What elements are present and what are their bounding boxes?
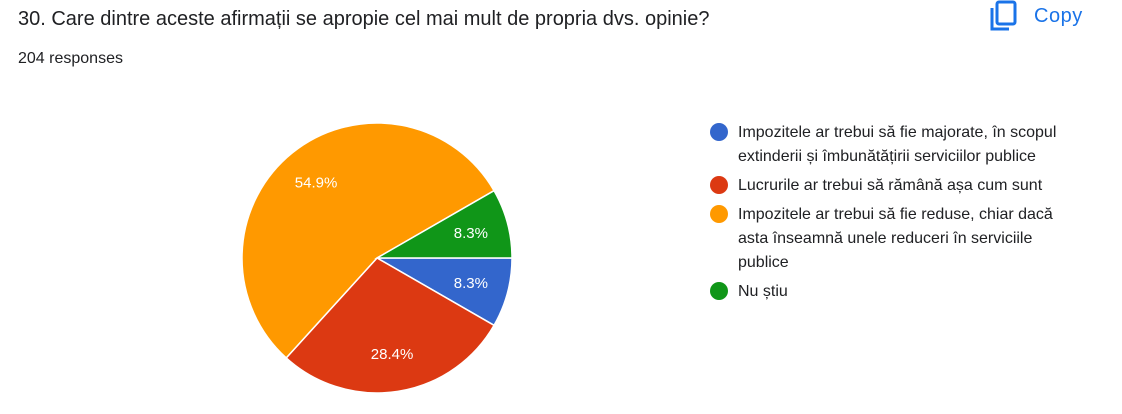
legend-swatch (710, 282, 728, 300)
slice-label-3: 54.9% (295, 174, 338, 191)
question-title: 30. Care dintre aceste afirmații se apro… (18, 8, 710, 30)
legend-item-2[interactable]: Lucrurile ar trebui să rămână așa cum su… (710, 174, 1070, 198)
slice-label-2: 28.4% (371, 346, 414, 363)
legend-swatch (710, 176, 728, 194)
chart-legend: Impozitele ar trebui să fie majorate, în… (710, 121, 1070, 309)
legend-label: Impozitele ar trebui să fie majorate, în… (738, 124, 1057, 165)
legend-item-3[interactable]: Impozitele ar trebui să fie reduse, chia… (710, 203, 1070, 275)
responses-count: 204 responses (18, 50, 123, 67)
copy-button[interactable]: Copy (988, 0, 1083, 32)
legend-label: Nu știu (738, 283, 788, 300)
slice-label-4: 8.3% (454, 225, 488, 242)
legend-swatch (710, 123, 728, 141)
legend-label: Impozitele ar trebui să fie reduse, chia… (738, 206, 1053, 271)
pie-slice-3[interactable] (241, 122, 496, 359)
legend-label: Lucrurile ar trebui să rămână așa cum su… (738, 177, 1043, 194)
pie-slice-4[interactable] (374, 189, 513, 259)
copy-icon (990, 0, 1017, 31)
copy-label: Copy (1034, 4, 1083, 27)
legend-item-1[interactable]: Impozitele ar trebui să fie majorate, în… (710, 121, 1070, 169)
slice-label-1: 8.3% (454, 275, 488, 292)
legend-swatch (710, 205, 728, 223)
legend-item-4[interactable]: Nu știu (710, 280, 1070, 304)
pie-slice-2[interactable] (285, 257, 496, 394)
